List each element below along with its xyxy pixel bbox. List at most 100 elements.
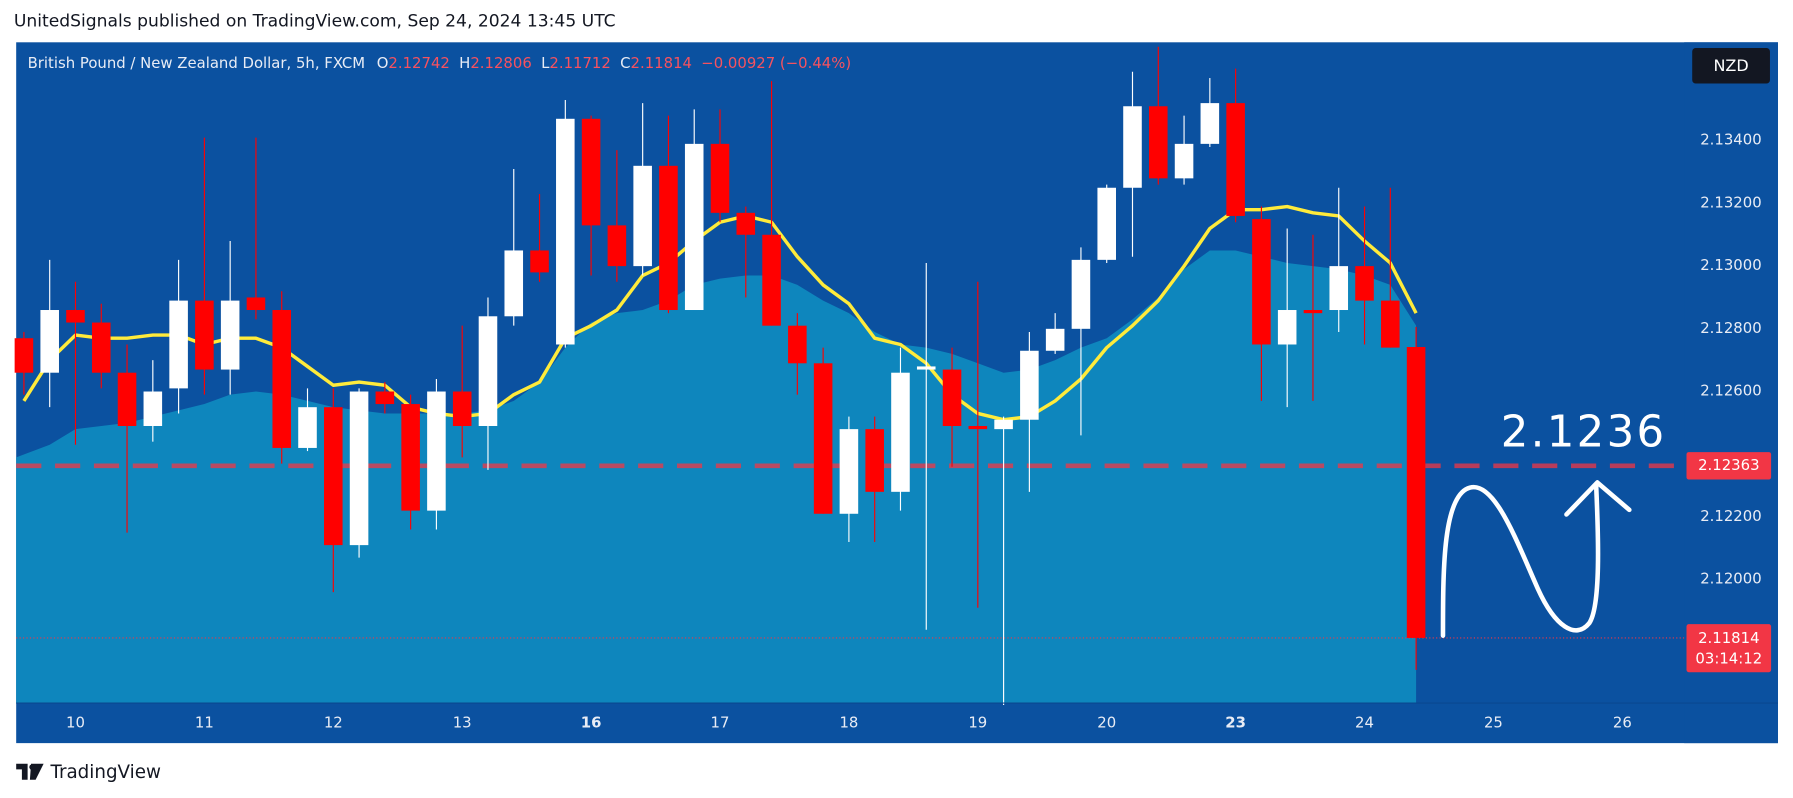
countdown-label: 03:14:12 xyxy=(1695,650,1762,668)
ohlc-letter: H xyxy=(459,54,470,72)
y-tick-label: 2.12800 xyxy=(1700,319,1761,337)
candle-body xyxy=(452,391,472,426)
candle-body xyxy=(994,419,1013,430)
candle-body xyxy=(195,300,214,370)
candle-body xyxy=(788,325,807,364)
y-tick-label: 2.12600 xyxy=(1700,382,1761,400)
candle-body xyxy=(1123,106,1142,188)
candle-body xyxy=(968,425,988,430)
candle-body xyxy=(1097,187,1116,260)
ohlc-value: 2.12806 xyxy=(470,54,531,72)
candle-body xyxy=(710,143,730,213)
level-price-box xyxy=(1686,452,1772,480)
candle-body xyxy=(1406,346,1426,638)
ohlc-letter: L xyxy=(541,54,550,72)
candle-body xyxy=(633,165,652,267)
ohlc-letter: O xyxy=(377,54,389,72)
candle-body xyxy=(66,310,85,323)
candle-body xyxy=(1303,310,1323,314)
candle-body xyxy=(1020,350,1039,420)
candle-body xyxy=(581,118,601,226)
candle-body xyxy=(1355,266,1374,301)
candle-body xyxy=(1071,259,1091,329)
candle-body xyxy=(298,407,317,448)
x-tick-label: 24 xyxy=(1355,714,1374,732)
candle-body xyxy=(40,310,59,373)
candle-body xyxy=(891,372,910,492)
x-tick-label: 11 xyxy=(195,714,214,732)
candle-body xyxy=(659,165,678,311)
last-price-box xyxy=(1686,624,1772,673)
y-tick-label: 2.13400 xyxy=(1700,131,1761,149)
footer-brand: TradingView xyxy=(49,762,161,783)
symbol-title: British Pound / New Zealand Dollar, 5h, … xyxy=(28,54,365,72)
x-tick-label: 19 xyxy=(968,714,987,732)
candle-body xyxy=(427,391,446,511)
currency-label: NZD xyxy=(1713,56,1748,75)
last-price-label: 2.11814 xyxy=(1698,629,1759,647)
candle-body xyxy=(169,300,188,389)
x-tick-label: 12 xyxy=(324,714,343,732)
y-tick-label: 2.12200 xyxy=(1700,507,1761,525)
candle-body xyxy=(762,234,781,326)
x-tick-label: 18 xyxy=(839,714,858,732)
price-change: −0.00927 (−0.44%) xyxy=(701,54,851,72)
y-tick-label: 2.13200 xyxy=(1700,193,1761,211)
x-tick-label: 17 xyxy=(711,714,730,732)
ohlc-letter: C xyxy=(620,54,630,72)
ohlc-value: 2.11814 xyxy=(631,54,692,72)
candle-body xyxy=(839,429,859,514)
candle-body xyxy=(220,300,240,370)
candle-body xyxy=(1277,310,1297,345)
level-price-label: 2.12363 xyxy=(1698,456,1759,474)
candle-body xyxy=(1045,328,1065,351)
candle-body xyxy=(375,391,395,405)
currency-badge xyxy=(1692,48,1770,84)
band-area xyxy=(16,250,1417,704)
x-tick-label: 23 xyxy=(1225,714,1246,732)
y-tick-label: 2.12000 xyxy=(1700,570,1761,588)
candle-body xyxy=(684,143,704,311)
candle-body xyxy=(14,338,34,373)
candle-body xyxy=(1226,103,1245,216)
candle-body xyxy=(942,369,962,426)
candle-body xyxy=(401,404,420,511)
candle-body xyxy=(736,212,756,235)
hand-drawn-arrow xyxy=(1440,480,1632,638)
x-tick-label: 10 xyxy=(66,714,85,732)
candle-body xyxy=(607,225,627,267)
candle-body xyxy=(117,372,137,426)
y-tick-label: 2.13000 xyxy=(1700,256,1761,274)
logo-dot xyxy=(29,764,36,770)
tradingview-logo xyxy=(16,763,44,780)
candle-body xyxy=(916,366,936,370)
candle-body xyxy=(1200,103,1220,144)
candle-body xyxy=(272,310,292,448)
candle-body xyxy=(246,297,266,311)
x-tick-label: 13 xyxy=(453,714,472,732)
candle-body xyxy=(556,118,575,345)
candle-body xyxy=(478,316,498,426)
x-tick-label: 25 xyxy=(1484,714,1503,732)
candle-body xyxy=(324,407,343,546)
candle-body xyxy=(1329,266,1349,311)
candle-body xyxy=(1252,219,1271,345)
candle-body xyxy=(1174,143,1194,179)
x-tick-label: 26 xyxy=(1613,714,1632,732)
price-annotation: 2.1236 xyxy=(1501,407,1667,457)
candle-body xyxy=(91,322,111,373)
candle-body xyxy=(813,363,833,514)
candle-body xyxy=(1381,300,1400,348)
x-tick-label: 20 xyxy=(1097,714,1116,732)
logo-icon xyxy=(16,763,44,780)
publish-header: UnitedSignals published on TradingView.c… xyxy=(14,12,616,32)
candle-body xyxy=(530,250,549,273)
symbol-legend: British Pound / New Zealand Dollar, 5h, … xyxy=(28,54,852,72)
candle-body xyxy=(1148,106,1168,179)
plot-area xyxy=(14,46,1685,705)
candle-body xyxy=(143,391,163,426)
ohlc-value: 2.11712 xyxy=(549,54,610,72)
candle-body xyxy=(865,429,884,492)
ohlc-value: 2.12742 xyxy=(388,54,449,72)
